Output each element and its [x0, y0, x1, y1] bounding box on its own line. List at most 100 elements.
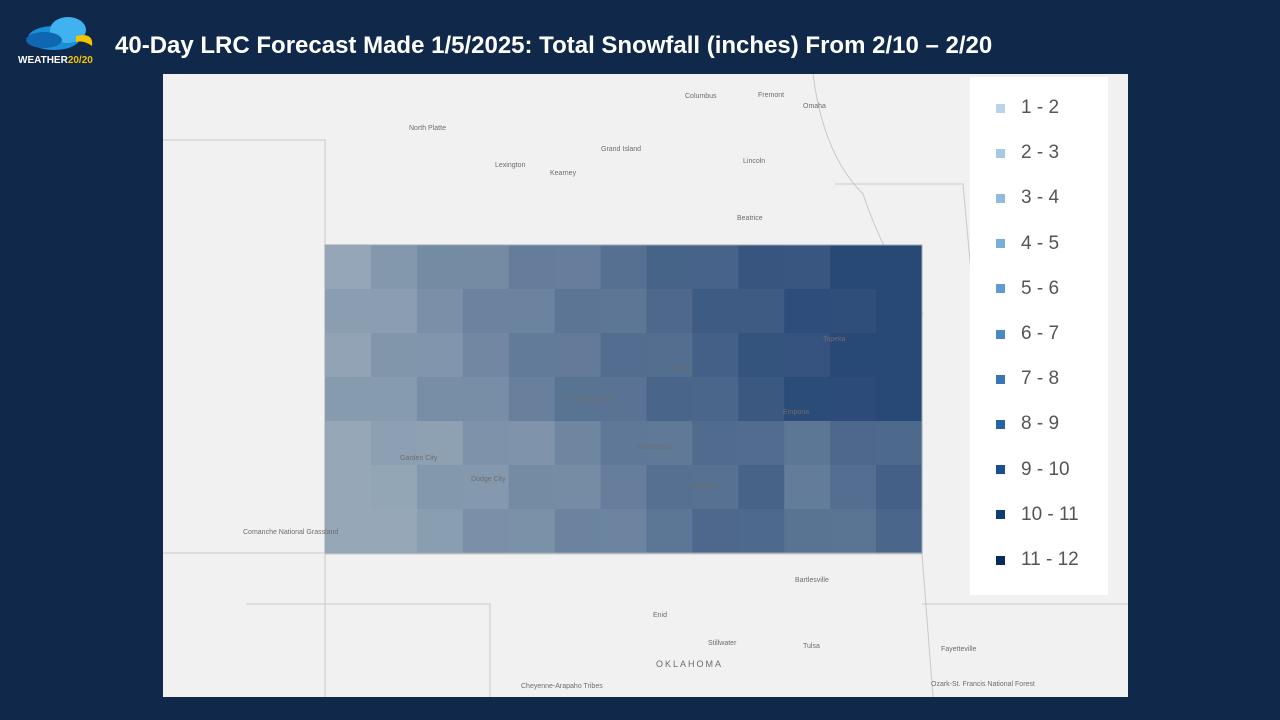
county: [325, 333, 372, 378]
place-label: Tulsa: [803, 643, 820, 650]
county: [554, 377, 602, 422]
county: [738, 465, 785, 510]
county: [830, 289, 877, 334]
place-label: Kearney: [550, 170, 577, 177]
county: [462, 465, 510, 510]
logo-word: WEATHER: [18, 55, 68, 66]
place-label: Salina: [671, 365, 691, 372]
county: [370, 333, 418, 378]
place-label: Omaha: [803, 103, 826, 110]
legend-swatch: [996, 193, 1005, 203]
county: [462, 333, 510, 378]
county: [738, 245, 785, 290]
county: [784, 421, 831, 466]
county: [692, 289, 739, 334]
legend-item: 11 - 12: [996, 548, 1079, 572]
county: [646, 377, 693, 422]
legend-label: 9 - 10: [1021, 458, 1070, 480]
county: [784, 377, 831, 422]
county: [738, 289, 785, 334]
county: [784, 509, 831, 554]
legend-label: 5 - 6: [1021, 277, 1060, 299]
county: [600, 333, 647, 378]
title: 40-Day LRC Forecast Made 1/5/2025: Total…: [115, 32, 993, 59]
legend-swatch: [996, 510, 1005, 520]
county: [692, 377, 739, 422]
county: [416, 245, 464, 290]
place-label: Enid: [653, 612, 667, 619]
legend-item: 7 - 8: [996, 367, 1059, 391]
legend-swatch: [996, 148, 1005, 158]
county: [416, 289, 464, 334]
place-label: Columbus: [685, 93, 717, 100]
legend-item: 9 - 10: [996, 458, 1070, 482]
place-label: Hutchinson: [637, 444, 672, 451]
county: [370, 377, 418, 422]
county: [692, 421, 739, 466]
legend-item: 1 - 2: [996, 96, 1059, 120]
legend-item: 5 - 6: [996, 277, 1059, 301]
county: [462, 289, 510, 334]
county: [325, 465, 372, 510]
place-label: Lexington: [495, 162, 525, 169]
legend-item: 8 - 9: [996, 412, 1059, 436]
county: [738, 421, 785, 466]
legend-swatch: [996, 103, 1005, 113]
county: [692, 245, 739, 290]
county: [784, 333, 831, 378]
county: [738, 377, 785, 422]
legend-label: 4 - 5: [1021, 232, 1060, 254]
county: [738, 333, 785, 378]
legend-swatch: [996, 465, 1005, 475]
county: [416, 465, 464, 510]
legend-swatch: [996, 419, 1005, 429]
logo-text: WEATHER20/20: [18, 55, 93, 66]
place-label: Ozark-St. Francis National Forest: [931, 681, 1035, 688]
legend-swatch: [996, 374, 1005, 384]
county: [554, 289, 602, 334]
legend-label: 2 - 3: [1021, 142, 1060, 164]
place-label: Dodge City: [471, 476, 506, 483]
county: [876, 421, 923, 466]
county: [325, 509, 372, 554]
county: [325, 377, 372, 422]
county: [876, 377, 923, 422]
county: [830, 465, 877, 510]
county: [784, 289, 831, 334]
county: [416, 421, 464, 466]
county: [692, 333, 739, 378]
county: [784, 245, 831, 290]
county: [876, 289, 923, 334]
place-label: Fremont: [758, 92, 784, 99]
county: [830, 245, 877, 290]
legend-label: 1 - 2: [1021, 97, 1060, 118]
county: [508, 465, 556, 510]
county: [830, 333, 877, 378]
legend-swatch: [996, 284, 1005, 294]
legend-swatch: [996, 239, 1005, 249]
county: [416, 377, 464, 422]
county: [600, 377, 647, 422]
legend: 1 - 2 2 - 3 3 - 4 4 - 5 5 - 6 6 - 7 7 - 8 8 - 9…: [970, 77, 1108, 595]
place-label: Comanche National Grassland: [243, 529, 338, 536]
legend-label: 6 - 7: [1021, 323, 1060, 344]
county: [830, 421, 877, 466]
place-label: Topeka: [823, 336, 846, 343]
logo-number: 20/20: [67, 55, 93, 66]
place-label: Bartlesville: [795, 577, 829, 584]
legend-label: 10 - 11: [1021, 503, 1079, 525]
place-label: Emporia: [783, 409, 809, 416]
county: [646, 465, 693, 510]
place-label: Cheyenne-Arapaho Tribes: [521, 683, 603, 690]
legend-item: 4 - 5: [996, 232, 1059, 256]
county: [876, 245, 923, 290]
county: [554, 465, 602, 510]
legend-item: 3 - 4: [996, 186, 1059, 210]
county: [554, 333, 602, 378]
county: [692, 509, 739, 554]
place-label: Fayetteville: [941, 646, 977, 653]
kansas-counties: [324, 244, 923, 554]
map: Columbus Fremont Omaha North Platte Gran…: [163, 74, 1128, 697]
county: [508, 333, 556, 378]
county: [370, 245, 418, 290]
